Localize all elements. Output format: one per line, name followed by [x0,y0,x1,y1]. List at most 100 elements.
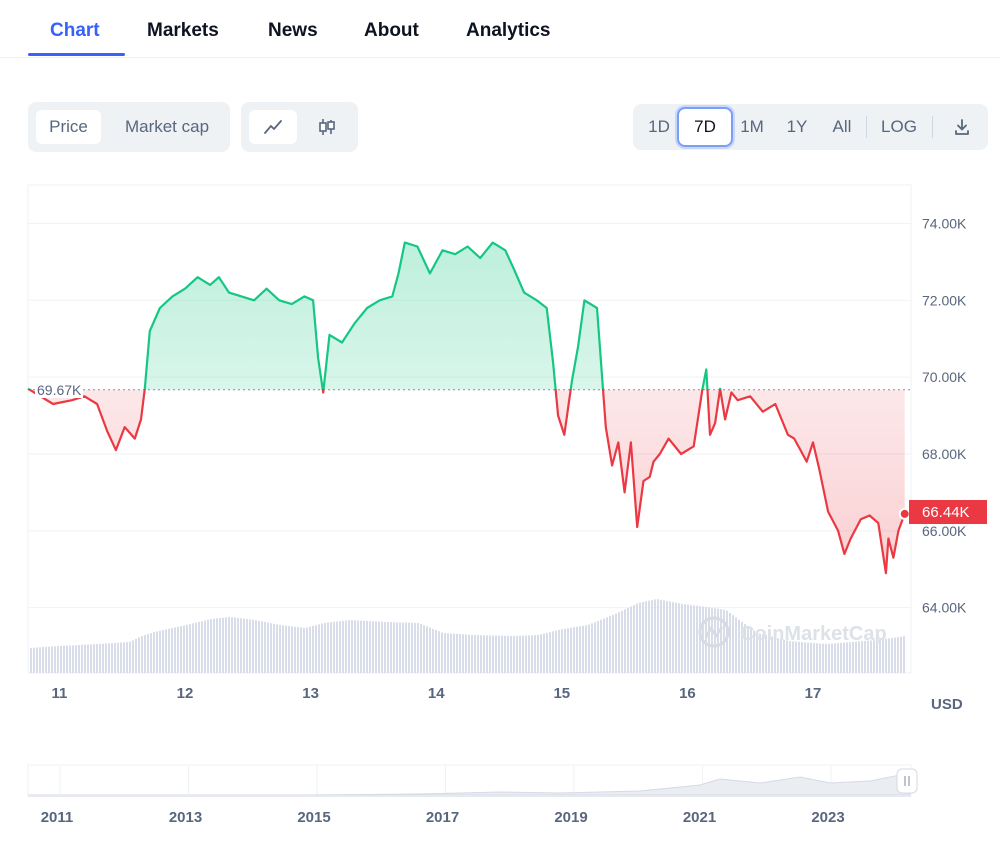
volume-bar [90,644,92,673]
range-1d-button[interactable]: 1D [648,117,670,136]
volume-bar [708,607,710,673]
price-line-up [27,241,722,389]
tab-analytics[interactable]: Analytics [466,20,551,41]
log-scale-button[interactable]: LOG [881,117,917,136]
volume-bar [729,612,731,673]
tab-markets[interactable]: Markets [147,20,219,41]
volume-bar [561,629,563,673]
range-1m-button[interactable]: 1M [740,117,764,136]
volume-bar [606,617,608,673]
volume-bar [756,632,758,673]
time-navigator[interactable]: 2011 2013 2015 2017 2019 2021 2023 [0,755,1000,843]
volume-bar [387,622,389,673]
volume-bar [711,607,713,673]
volume-bar [138,637,140,673]
volume-bar [501,635,503,673]
volume-bar [42,647,44,673]
volume-bar [246,619,248,673]
line-chart-button[interactable] [249,110,297,144]
candlestick-button[interactable] [303,110,351,144]
volume-bar [99,643,101,673]
area-above-reference [28,242,721,389]
navigator-year-label: 2013 [169,809,202,826]
volume-bar [30,647,32,673]
volume-bar [747,626,749,673]
volume-bar [45,646,47,673]
volume-bar [363,620,365,673]
volume-bar [615,613,617,673]
volume-bar [717,608,719,673]
volume-bar [66,645,68,673]
volume-bar [579,626,581,673]
tab-news[interactable]: News [268,20,318,41]
volume-bar [690,605,692,673]
volume-bar [819,643,821,673]
volume-bar [576,626,578,673]
volume-bar [618,612,620,673]
download-divider [932,116,933,138]
volume-bar [684,604,686,673]
volume-bar [666,600,668,673]
volume-bar [438,631,440,673]
volume-bar [504,635,506,673]
y-tick-label: 72.00K [922,292,967,308]
volume-bar [633,604,635,673]
navigator-year-label: 2023 [811,809,844,826]
volume-bar [483,635,485,673]
volume-bar [270,623,272,673]
volume-bar [312,625,314,673]
range-7d-button[interactable]: 7D [677,107,733,147]
price-chart[interactable]: CoinMarketCap 74.00K 72.00K 70.00K 68.00K 66… [0,170,1000,710]
volume-bar [858,641,860,673]
volume-bar [753,630,755,673]
range-1y-button[interactable]: 1Y [786,117,808,136]
market-cap-button[interactable]: Market cap [124,117,210,136]
volume-bar [393,622,395,673]
range-divider [866,116,867,138]
volume-bar [456,633,458,673]
y-tick-label: 74.00K [922,215,967,231]
volume-bar [822,643,824,673]
volume-bar [873,640,875,673]
volume-bar [327,622,329,673]
volume-bar [255,620,257,673]
volume-bar [486,635,488,673]
download-button[interactable] [945,104,979,150]
handle-body[interactable] [896,768,918,794]
volume-bar [441,632,443,673]
volume-bar [48,646,50,673]
volume-bar [813,642,815,673]
volume-bar [672,602,674,673]
tab-about[interactable]: About [364,20,419,41]
volume-bar [444,633,446,673]
volume-bar [537,634,539,673]
volume-bar [204,620,206,673]
range-all-button[interactable]: All [832,117,852,136]
volume-bar [768,635,770,673]
volume-bar [714,608,716,673]
volume-bar [105,643,107,673]
price-line-down [27,389,906,575]
volume-bar [357,620,359,673]
navigator-year-label: 2021 [683,809,716,826]
volume-bar [69,645,71,673]
volume-bar [168,628,170,673]
volume-bar [795,641,797,673]
volume-bar [861,641,863,673]
volume-bar [669,601,671,673]
volume-bar [141,636,143,673]
current-price-tag: 66.44K [909,500,987,524]
currency-label: USD [931,696,963,713]
y-tick-label: 66.00K [922,523,967,539]
volume-bar [627,607,629,673]
tab-chart[interactable]: Chart [50,20,100,41]
volume-bar [414,622,416,673]
navigator-handle[interactable] [896,768,918,794]
x-tick-label: 15 [553,685,570,702]
volume-bar [876,639,878,673]
price-button[interactable]: Price [36,110,101,144]
volume-bar [546,632,548,673]
navigator-year-label: 2015 [297,809,330,826]
volume-bar [78,645,80,673]
volume-bar [735,617,737,673]
